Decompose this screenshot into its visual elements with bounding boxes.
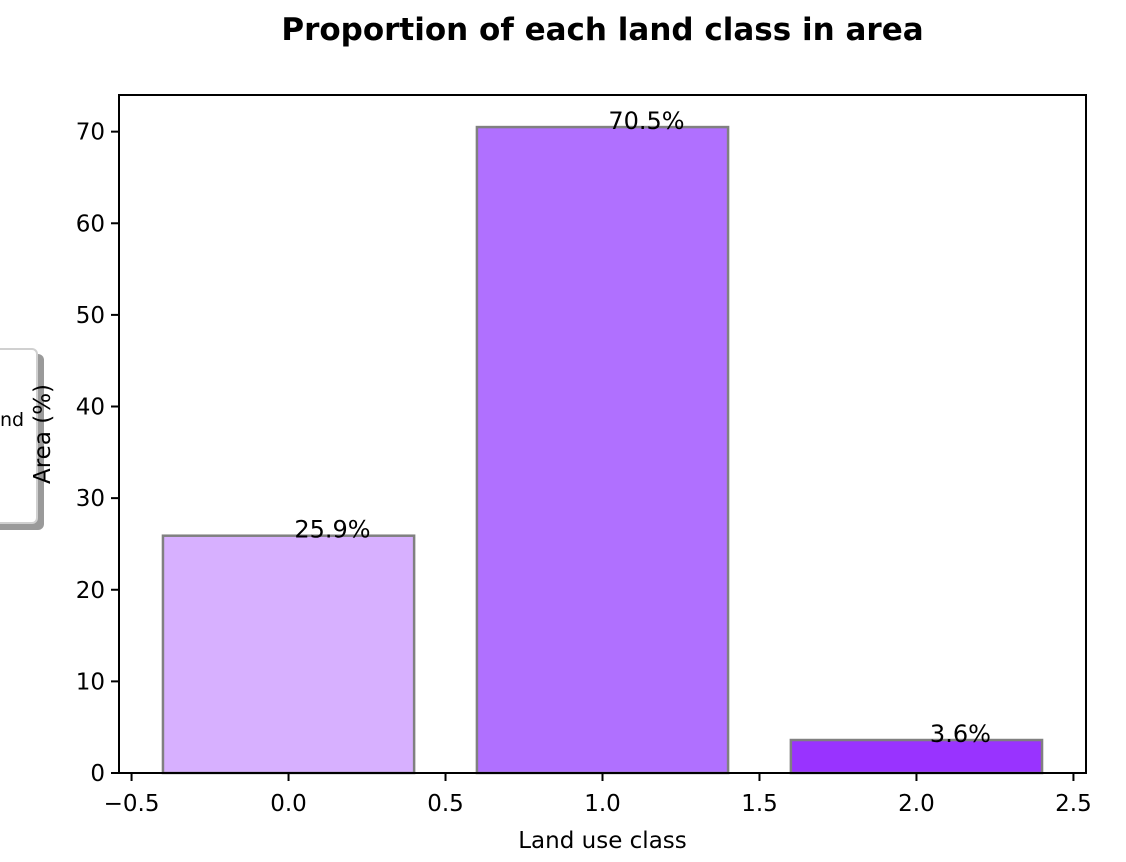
x-tick-label: 0.5 — [427, 791, 464, 817]
x-axis-ticks: −0.5 0.0 0.5 1.0 1.5 2.0 2.5 — [104, 773, 1092, 817]
y-tick-label: 60 — [76, 211, 105, 237]
bar-1 — [475, 125, 730, 775]
y-axis-label: Area (%) — [30, 384, 56, 484]
legend-box — [0, 348, 38, 524]
y-tick-label: 40 — [76, 395, 105, 421]
y-tick-label: 30 — [76, 486, 105, 512]
y-tick-label: 10 — [76, 669, 105, 695]
bar-value-label-2: 3.6% — [930, 720, 991, 748]
y-tick-label: 50 — [76, 303, 105, 329]
x-tick-label: 1.0 — [584, 791, 621, 817]
y-tick-label: 20 — [76, 578, 105, 604]
legend-entry: nd — [0, 409, 25, 431]
y-tick-label: 0 — [90, 761, 105, 787]
bars-group — [161, 125, 1044, 775]
x-tick-label: 0.0 — [270, 791, 307, 817]
y-axis-ticks: 0 10 20 30 40 50 60 70 — [76, 120, 119, 787]
bar-2 — [789, 738, 1044, 775]
bar-value-label-1: 70.5% — [608, 107, 684, 135]
y-tick-label: 70 — [76, 120, 105, 146]
bar-labels-group: 25.9% 70.5% 3.6% — [294, 107, 991, 748]
chart-title: Proportion of each land class in area — [281, 12, 924, 48]
x-tick-label: 1.5 — [741, 791, 778, 817]
x-tick-label: 2.5 — [1055, 791, 1092, 817]
bar-0 — [161, 534, 416, 775]
x-axis-label: Land use class — [518, 828, 687, 854]
x-tick-label: −0.5 — [104, 791, 160, 817]
x-tick-label: 2.0 — [898, 791, 935, 817]
bar-value-label-0: 25.9% — [294, 516, 370, 544]
